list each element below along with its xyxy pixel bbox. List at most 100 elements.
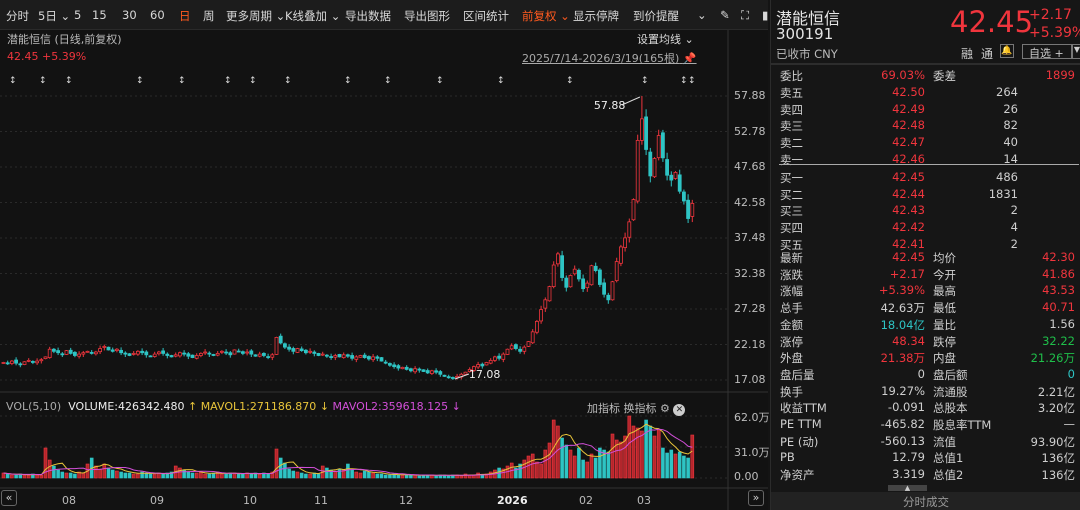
stat-value: -0.091 [887,400,925,415]
toolbar-15[interactable]: 到价提醒 [633,9,679,23]
scroll-left-button[interactable]: « [1,490,17,506]
toolbar-0[interactable]: 分时 [6,9,29,23]
event-marker-icon[interactable]: ↕ [680,76,688,86]
add-indicator-button[interactable]: 加指标 [587,402,620,415]
event-marker-icon[interactable]: ↕ [436,76,444,86]
price: 42.47 [892,135,925,150]
toolbar-4[interactable]: 30 [122,8,137,22]
add-watchlist-button[interactable]: 自选 + [1022,44,1072,60]
stat-row: 涨停 48.34 跌停 32.22 [771,334,1080,350]
candle-body [102,346,107,348]
ask-row: 卖四 42.49 26 [771,102,1080,118]
candle-body [245,351,250,354]
event-marker-icon[interactable]: ↕ [384,76,392,86]
bid-row: 买一 42.45 486 [771,170,1080,186]
vol-tick-label: 31.0万 [734,446,770,459]
candle-body [509,345,514,350]
y-tick-label: 47.68 [734,160,766,173]
event-marker-icon[interactable]: ↕ [224,76,232,86]
volume-bar [194,472,199,479]
candle-body [392,364,397,368]
y-tick-label: 57.88 [734,89,766,102]
time-tick-label: 10 [243,494,257,507]
toolbar-13[interactable]: 前复权 ⌄ [522,9,570,23]
date-range[interactable]: 2025/7/14-2026/3/19(165根) 📌 [522,50,697,66]
toolbar-11[interactable]: 导出图形 [404,9,450,23]
brush-icon[interactable]: ✎ [720,8,730,22]
vol-tick-label: 0.00 [734,470,759,483]
candle-body [560,255,564,278]
circle-chevron-icon[interactable]: ⌄ [697,8,707,22]
stat-label: 总股本 [933,401,968,416]
toolbar-12[interactable]: 区间统计 [463,9,509,23]
candle-body [408,368,413,372]
toolbar-2[interactable]: 5 [74,8,82,22]
candle-body [501,353,506,360]
volume-bar [73,473,77,479]
event-marker-icon[interactable]: ↕ [566,76,574,86]
volume-bar [560,437,564,479]
toolbar-1[interactable]: 5日 ⌄ [38,9,71,23]
candle-body [463,371,468,375]
candle-body [131,353,136,355]
event-marker-icon[interactable]: ↕ [688,76,696,86]
event-marker-icon[interactable]: ↕ [249,76,257,86]
candle-body [690,203,695,217]
toolbar-8[interactable]: 更多周期 ⌄ [226,9,286,23]
toolbar-14[interactable]: 显示停牌 [573,9,619,23]
candle-body [320,353,325,356]
event-marker-icon[interactable]: ↕ [65,76,73,86]
kline-chart[interactable]: 57.88 17.08 [0,0,768,510]
event-marker-icon[interactable]: ↕ [9,76,17,86]
volume-bar [585,461,590,479]
event-marker-icon[interactable]: ↕ [497,76,505,86]
collapse-handle[interactable]: ▲ [888,485,927,492]
sidebar-icon[interactable]: ▮ [762,8,769,22]
toolbar-6[interactable]: 日 [179,9,191,23]
switch-indicator-button[interactable]: 换指标 [623,402,657,415]
event-marker-icon[interactable]: ↕ [284,76,292,86]
event-marker-icon[interactable]: ↕ [39,76,47,86]
tab-tick-trades[interactable]: 分时成交 [771,492,1080,510]
toolbar-5[interactable]: 60 [150,8,165,22]
stat-row: 涨幅 +5.39% 最高 43.53 [771,283,1080,299]
stat-label: 流通股 [933,384,968,399]
event-marker-icon[interactable]: ↕ [178,76,186,86]
bell-icon[interactable]: 🔔 [1000,44,1014,58]
candle-body [261,352,266,356]
toolbar-9[interactable]: K线叠加 ⌄ [285,9,341,23]
scroll-right-button[interactable]: » [748,490,764,506]
stat-value: 21.26万 [1030,351,1075,366]
gear-icon[interactable]: ⚙ [660,402,670,415]
candle-body [115,348,119,351]
candle-body [371,356,376,361]
candle-body [26,359,31,362]
stat-label: 最低 [933,301,956,316]
stat-row: PE (动) -560.13 流值 93.90亿 [771,434,1080,450]
event-marker-icon[interactable]: ↕ [641,76,649,86]
event-marker-icon[interactable]: ↕ [344,76,352,86]
watchlist-dropdown[interactable]: ▼ [1072,44,1080,59]
stat-value: 21.38万 [880,351,925,366]
toolbar-3[interactable]: 15 [92,8,107,22]
close-icon[interactable]: ✕ [673,404,686,416]
time-tick-label: 12 [399,494,413,507]
candle-body [68,349,73,354]
toolbar-7[interactable]: 周 [203,9,215,23]
candle-body [224,351,229,354]
volume-bar [514,467,518,479]
price-change-pct: +5.39% [1029,25,1080,41]
volume-bar [56,469,60,479]
stat-value: 40.71 [1042,300,1075,315]
y-tick-label: 22.18 [734,337,766,351]
candle-body [488,359,493,364]
volume-bar [627,415,632,479]
candle-body [249,350,254,355]
event-marker-icon[interactable]: ↕ [136,76,144,86]
fullscreen-icon[interactable]: ⛶ [741,8,750,22]
candle-body [598,269,602,285]
candle-body [631,199,636,221]
toolbar-10[interactable]: 导出数据 [345,9,391,23]
ma-setting-button[interactable]: 设置均线 ⌄ [637,31,694,47]
candle-body [480,363,485,367]
